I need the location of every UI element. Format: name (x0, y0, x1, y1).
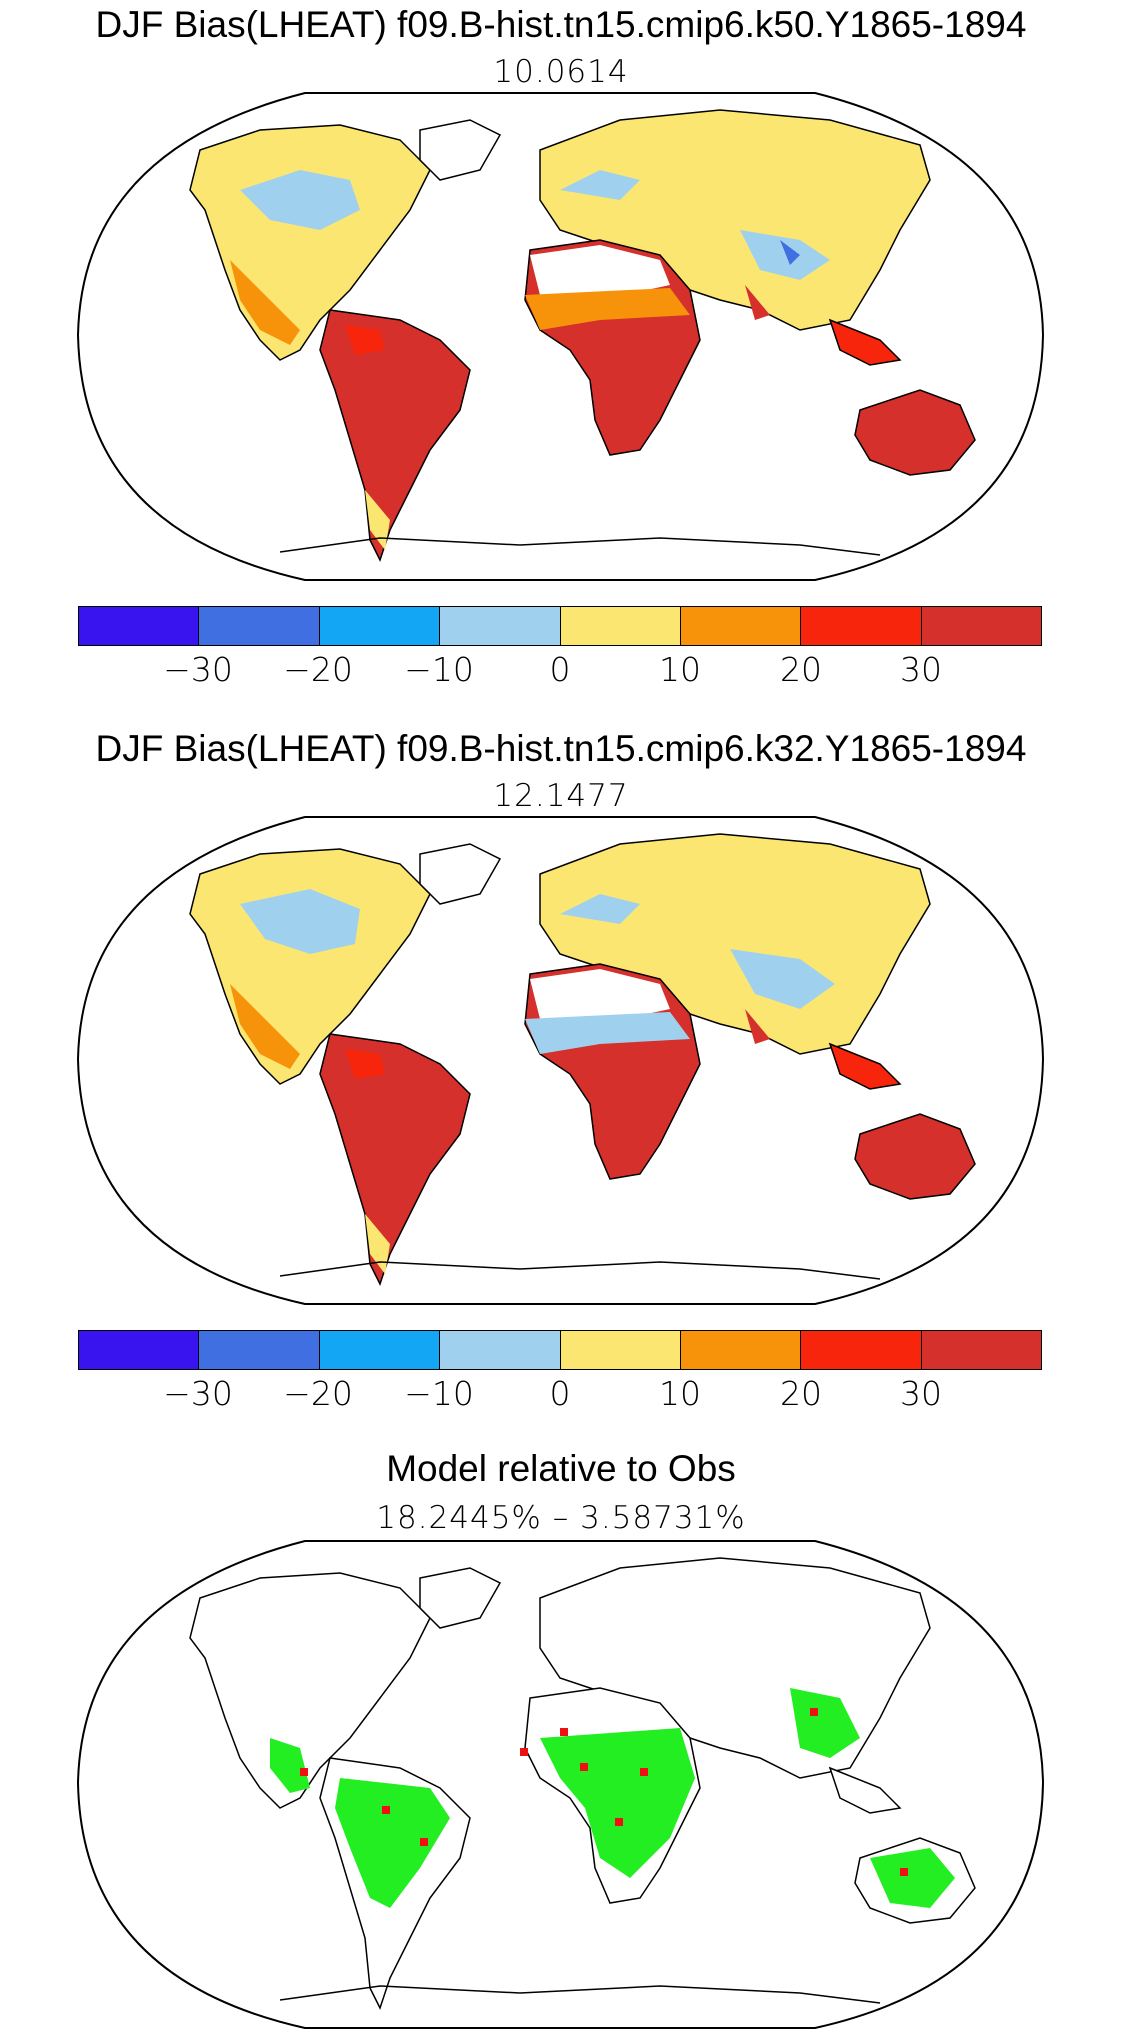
colorbar-bin (560, 607, 681, 645)
colorbar-bin (79, 607, 200, 645)
colorbar-bin (319, 607, 441, 645)
south-america (319, 309, 471, 562)
colorbar-tick-label: 20 (780, 1374, 822, 1413)
panel-1-colorbar (78, 606, 1042, 646)
australia (854, 1113, 976, 1200)
panel-1-map (76, 92, 1045, 581)
colorbar-tick-label: 30 (900, 650, 942, 689)
greenland (419, 1567, 502, 1629)
colorbar-tick-label: −10 (404, 1374, 474, 1413)
colorbar-tick-label: 30 (900, 1374, 942, 1413)
colorbar-tick-label: 10 (659, 1374, 701, 1413)
colorbar-tick-label: 0 (549, 1374, 571, 1413)
colorbar-bin (680, 1331, 802, 1369)
panel-3-map (76, 1540, 1045, 2029)
colorbar-tick-label: −30 (163, 1374, 233, 1413)
panel-2-global-mean: 12.1477 (493, 778, 629, 814)
se-asia-islands (828, 1042, 902, 1090)
australia (854, 389, 976, 476)
panel-2-title: DJF Bias(LHEAT) f09.B-hist.tn15.cmip6.k3… (95, 728, 1027, 769)
colorbar-tick-label: −20 (283, 1374, 353, 1413)
colorbar-bin (680, 607, 802, 645)
antarctica (279, 1985, 881, 2004)
colorbar-tick-label: −20 (283, 650, 353, 689)
colorbar-bin (199, 607, 320, 645)
colorbar-tick-label: 0 (549, 650, 571, 689)
colorbar-tick-label: −30 (163, 650, 233, 689)
colorbar-tick-label: −10 (404, 650, 474, 689)
greenland (419, 843, 502, 905)
panel-1-global-mean: 10.0614 (493, 54, 629, 90)
colorbar-bin (921, 607, 1041, 645)
significance-green (270, 1688, 955, 1908)
south-america (319, 1033, 471, 1286)
continents-bias (189, 109, 976, 562)
panel-2-colorbar-ticks: −30 −20 −10 0 10 20 30 (0, 1374, 1122, 1414)
panel-3-title: Model relative to Obs (386, 1448, 736, 1489)
colorbar-bin (801, 607, 922, 645)
colorbar-bin (921, 1331, 1041, 1369)
continents-bias (189, 833, 976, 1286)
colorbar-bin (79, 1331, 200, 1369)
se-asia-islands (828, 318, 902, 366)
colorbar-tick-label: 20 (780, 650, 822, 689)
eurasia (539, 833, 931, 1055)
colorbar-bin (440, 607, 561, 645)
antarctica (279, 537, 881, 556)
greenland (419, 119, 502, 181)
north-america (189, 1572, 431, 1809)
panel-1-colorbar-ticks: −30 −20 −10 0 10 20 30 (0, 650, 1122, 690)
eurasia (539, 109, 931, 331)
significance-red (300, 1708, 908, 1876)
colorbar-bin (801, 1331, 922, 1369)
panel-2-map (76, 816, 1045, 1305)
panel-3-percent-range: 18.2445% – 3.58731% (376, 1500, 746, 1536)
antarctica (279, 1261, 881, 1280)
panel-1-title: DJF Bias(LHEAT) f09.B-hist.tn15.cmip6.k5… (95, 4, 1027, 45)
colorbar-bin (319, 1331, 441, 1369)
colorbar-bin (440, 1331, 561, 1369)
colorbar-bin (560, 1331, 681, 1369)
panel-2-colorbar (78, 1330, 1042, 1370)
colorbar-bin (199, 1331, 320, 1369)
colorbar-tick-label: 10 (659, 650, 701, 689)
se-asia-islands (828, 1766, 902, 1814)
